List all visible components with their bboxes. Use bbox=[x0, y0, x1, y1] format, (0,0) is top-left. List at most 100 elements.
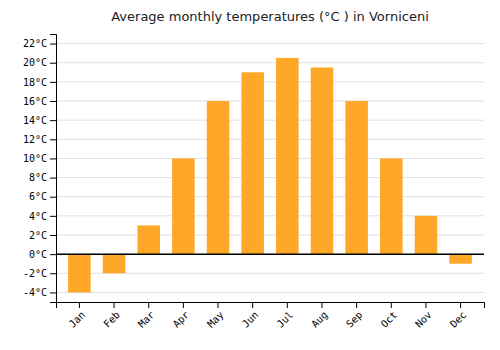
grid-line bbox=[56, 254, 484, 255]
grid-line bbox=[56, 139, 484, 140]
tick: -2°C bbox=[23, 268, 56, 279]
tick-label: Feb bbox=[101, 309, 122, 330]
tick: Apr bbox=[171, 302, 192, 330]
tick: 2°C bbox=[29, 230, 56, 241]
grid-line bbox=[56, 120, 484, 121]
y-axis: -4°C -2°C 0°C 2°C 4°C 6°C 8°C 10°C 12°C 14°C 16°C 1… bbox=[23, 35, 57, 303]
tick-label: Mar bbox=[136, 309, 157, 330]
tick-mark bbox=[50, 178, 56, 179]
grid-line bbox=[56, 158, 484, 159]
tick-mark bbox=[50, 101, 56, 102]
bar bbox=[345, 101, 368, 254]
tick: 4°C bbox=[29, 211, 56, 222]
bar bbox=[172, 158, 195, 254]
tick-label: 20°C bbox=[23, 57, 47, 68]
tick-mark bbox=[50, 254, 56, 255]
tick: 6°C bbox=[29, 191, 56, 202]
tick-mark bbox=[460, 302, 461, 308]
tick: 16°C bbox=[23, 96, 56, 107]
bar bbox=[276, 58, 299, 254]
tick-label: 0°C bbox=[29, 249, 47, 260]
tick-mark bbox=[356, 302, 357, 308]
axis-line bbox=[57, 303, 485, 309]
axis-line bbox=[50, 35, 57, 303]
tick-mark bbox=[50, 158, 56, 159]
grid-line bbox=[56, 62, 484, 63]
tick-mark bbox=[50, 197, 56, 198]
tick-mark bbox=[50, 120, 56, 121]
tick-label: Aug bbox=[309, 309, 330, 330]
tick: Jan bbox=[67, 302, 88, 330]
tick: Jul bbox=[275, 302, 296, 330]
tick-label: 4°C bbox=[29, 211, 47, 222]
tick-label: 12°C bbox=[23, 134, 47, 145]
tick-label: -4°C bbox=[23, 287, 47, 298]
tick: Mar bbox=[136, 302, 157, 330]
tick: Oct bbox=[379, 302, 400, 330]
bar bbox=[380, 158, 403, 254]
grid-line bbox=[56, 292, 484, 293]
bars bbox=[56, 58, 484, 292]
tick-label: 8°C bbox=[29, 172, 47, 183]
tick: 12°C bbox=[23, 134, 56, 145]
plot: -4°C -2°C 0°C 2°C 4°C 6°C 8°C 10°C 12°C 14°C 16°C 1… bbox=[23, 35, 485, 330]
tick: Nov bbox=[413, 302, 434, 330]
tick-mark bbox=[252, 302, 253, 308]
bar bbox=[137, 225, 160, 254]
bar bbox=[241, 72, 264, 254]
tick: Feb bbox=[101, 302, 122, 330]
grid-line bbox=[56, 101, 484, 102]
tick-label: Nov bbox=[413, 309, 434, 330]
tick: 18°C bbox=[23, 77, 56, 88]
tick-mark bbox=[148, 302, 149, 308]
tick-label: 2°C bbox=[29, 230, 47, 241]
tick-label: May bbox=[205, 309, 226, 330]
title: Average monthly temperatures (°C ) in Vo… bbox=[111, 9, 429, 24]
tick-label: Jun bbox=[240, 309, 261, 330]
tick: 8°C bbox=[29, 172, 56, 183]
tick-mark bbox=[50, 139, 56, 140]
tick-label: 6°C bbox=[29, 191, 47, 202]
tick: Dec bbox=[448, 302, 469, 330]
tick: 20°C bbox=[23, 57, 56, 68]
bar bbox=[311, 68, 334, 255]
tick-mark bbox=[321, 302, 322, 308]
tick-mark bbox=[50, 63, 56, 64]
tick-label: Jan bbox=[67, 309, 88, 330]
grid-line bbox=[56, 81, 484, 82]
tick-mark bbox=[79, 302, 80, 308]
tick: Sep bbox=[344, 302, 365, 330]
tick: Jun bbox=[240, 302, 261, 330]
tick-mark bbox=[50, 216, 56, 217]
tick-mark bbox=[218, 302, 219, 308]
bar bbox=[103, 254, 126, 273]
tick-mark bbox=[50, 82, 56, 83]
tick: -4°C bbox=[23, 287, 56, 298]
bar bbox=[207, 101, 230, 254]
grid-line bbox=[56, 43, 484, 44]
tick-label: 14°C bbox=[23, 115, 47, 126]
tick-label: 10°C bbox=[23, 153, 47, 164]
tick-mark bbox=[50, 273, 56, 274]
tick-label: Jul bbox=[275, 309, 296, 330]
tick-label: 16°C bbox=[23, 96, 47, 107]
bar bbox=[449, 254, 472, 264]
tick-label: Oct bbox=[379, 309, 400, 330]
x-axis: Jan Feb Mar Apr May Jun Jul Aug Sep Oct Nov Dec bbox=[57, 302, 485, 330]
tick: 10°C bbox=[23, 153, 56, 164]
tick-mark bbox=[391, 302, 392, 308]
tick-label: 22°C bbox=[23, 38, 47, 49]
tick-label: Sep bbox=[344, 309, 365, 330]
tick: May bbox=[205, 302, 226, 330]
tick-mark bbox=[114, 302, 115, 308]
tick-mark bbox=[50, 292, 56, 293]
tick-mark bbox=[50, 235, 56, 236]
tick: 0°C bbox=[29, 249, 56, 260]
tick-label: Dec bbox=[448, 309, 469, 330]
tick: 22°C bbox=[23, 38, 56, 49]
bar bbox=[68, 254, 91, 292]
tick: 14°C bbox=[23, 115, 56, 126]
tick-label: 18°C bbox=[23, 77, 47, 88]
grid bbox=[56, 44, 484, 293]
bar bbox=[415, 216, 438, 254]
